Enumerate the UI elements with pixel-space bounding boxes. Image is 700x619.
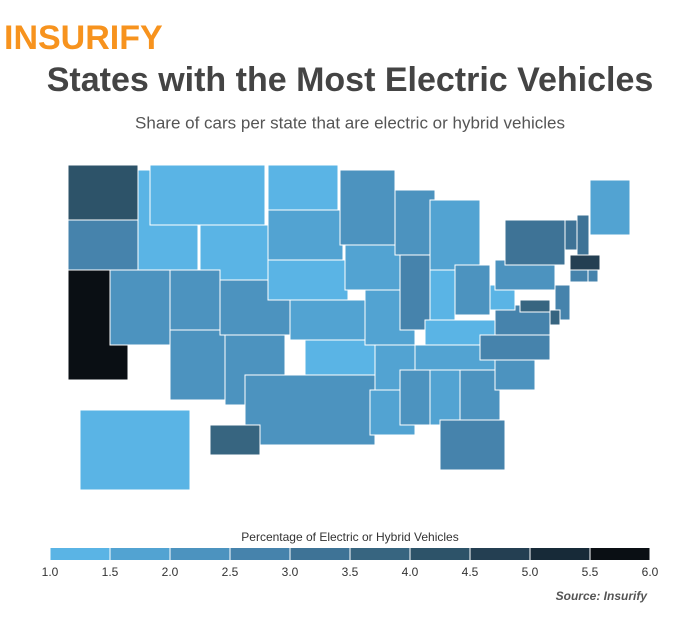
region — [109, 269, 171, 346]
legend-swatch — [290, 548, 350, 560]
legend-swatch — [410, 548, 470, 560]
legend-tick-label: 3.0 — [282, 565, 299, 579]
region — [67, 219, 144, 271]
legend-tick-label: 4.0 — [402, 565, 419, 579]
region — [564, 219, 578, 251]
legend-swatch — [230, 548, 290, 560]
legend-tick-label: 6.0 — [642, 565, 659, 579]
region — [267, 259, 349, 301]
region — [429, 269, 456, 326]
legend-tick-label: 2.0 — [162, 565, 179, 579]
region — [399, 369, 431, 426]
legend-swatch — [350, 548, 410, 560]
region — [67, 164, 139, 221]
region — [339, 169, 396, 246]
region — [459, 369, 501, 421]
legend-swatch — [110, 548, 170, 560]
region — [267, 164, 339, 211]
legend-tick-label: 2.5 — [222, 565, 239, 579]
region — [587, 269, 599, 283]
region — [267, 209, 344, 261]
legend-tick-label: 5.5 — [582, 565, 599, 579]
region — [439, 419, 506, 471]
region — [209, 424, 261, 456]
legend-swatch — [590, 548, 650, 560]
legend-title: Percentage of Electric or Hybrid Vehicle… — [241, 530, 458, 544]
legend-tick-label: 3.5 — [342, 565, 359, 579]
region — [569, 269, 589, 283]
title: States with the Most Electric Vehicles — [47, 61, 654, 99]
subtitle: Share of cars per state that are electri… — [135, 113, 565, 132]
map — [67, 164, 631, 491]
region — [576, 214, 590, 256]
region — [589, 179, 631, 236]
region — [549, 309, 561, 326]
region — [399, 254, 431, 331]
region — [289, 299, 366, 341]
region — [429, 369, 461, 426]
region — [504, 219, 566, 266]
region — [479, 334, 551, 361]
region — [569, 254, 601, 271]
legend-swatch — [170, 548, 230, 560]
legend-swatch — [530, 548, 590, 560]
region — [394, 189, 436, 256]
region — [454, 264, 491, 316]
legend: 1.0 1.5 2.0 2.5 3.0 3.5 4.0 4.5 5.0 5.5 6.0 — [42, 548, 659, 579]
legend-tick-label: 1.0 — [42, 565, 59, 579]
legend-tick-label: 4.5 — [462, 565, 479, 579]
region — [244, 374, 376, 446]
legend-tick-label: 5.0 — [522, 565, 539, 579]
legend-tick-label: 1.5 — [102, 565, 119, 579]
region — [79, 409, 191, 491]
region — [519, 299, 551, 313]
region — [494, 359, 536, 391]
legend-swatch — [470, 548, 530, 560]
region — [169, 269, 221, 331]
brand: INSURIFY — [4, 19, 163, 57]
region — [429, 199, 481, 271]
source: Source: Insurify — [556, 589, 649, 603]
region — [149, 164, 266, 226]
legend-swatch — [50, 548, 110, 560]
region — [344, 244, 401, 291]
